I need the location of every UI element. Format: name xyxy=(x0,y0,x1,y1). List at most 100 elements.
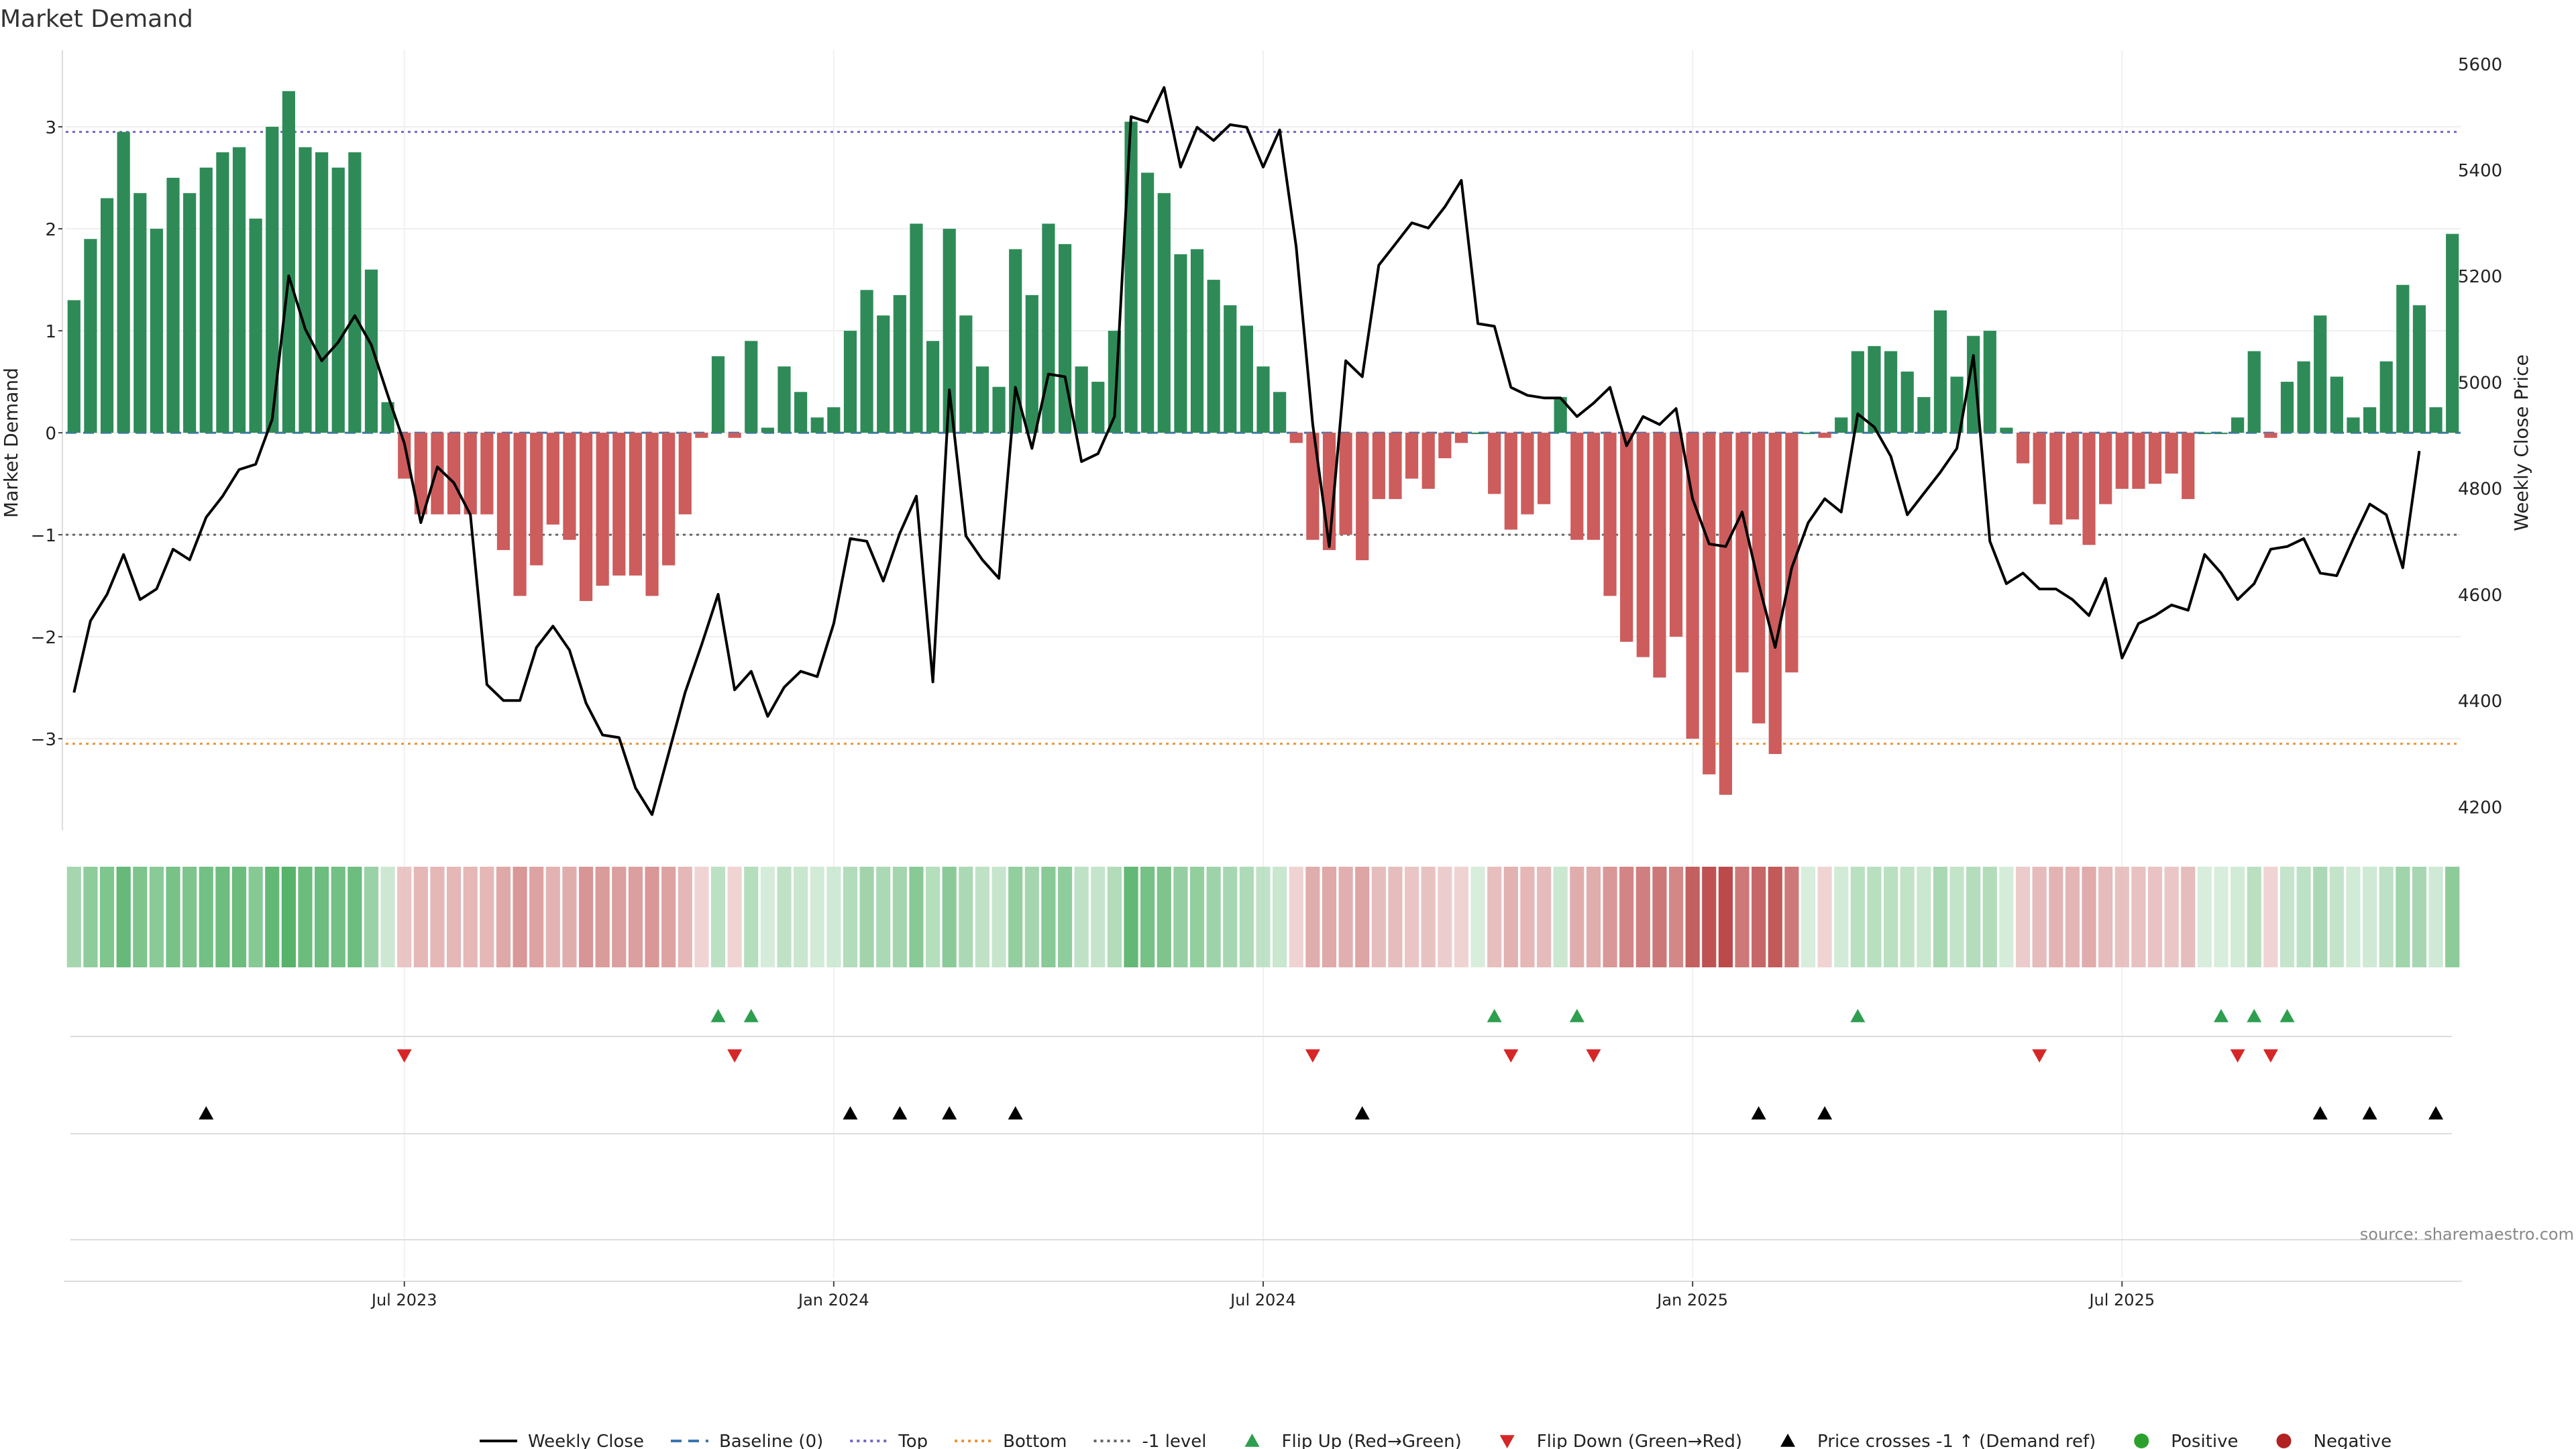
demand-bar xyxy=(2231,417,2245,433)
strip-cell xyxy=(2313,867,2328,967)
legend-swatch-triangle-up xyxy=(1244,1434,1260,1447)
demand-bar xyxy=(860,290,873,433)
demand-bar xyxy=(745,341,758,433)
strip-cell xyxy=(612,867,627,967)
demand-bar xyxy=(711,356,725,433)
demand-bar xyxy=(1636,433,1650,657)
chart-title: Market Demand xyxy=(0,5,193,33)
demand-bar xyxy=(1042,223,1055,433)
strip-cell xyxy=(248,867,263,967)
x-tick-label: Jan 2024 xyxy=(797,1291,869,1309)
legend-label: Baseline (0) xyxy=(719,1432,823,1449)
demand-bar xyxy=(1933,310,1947,433)
strip-cell xyxy=(810,867,824,967)
demand-bar xyxy=(530,433,543,566)
demand-bar xyxy=(2148,433,2162,484)
demand-bar xyxy=(1785,433,1799,673)
demand-bar xyxy=(1900,371,1914,433)
demand-bar xyxy=(447,433,461,515)
demand-heat-strip xyxy=(66,867,2460,967)
demand-bar xyxy=(1967,335,1980,433)
strip-cell xyxy=(529,867,544,967)
legend-label: Negative xyxy=(2314,1432,2392,1449)
legend-swatch-triangle-up xyxy=(1780,1434,1796,1447)
strip-cell xyxy=(1850,867,1865,967)
demand-bar xyxy=(1091,382,1105,433)
strip-cell xyxy=(710,867,726,967)
demand-bar xyxy=(1884,351,1898,433)
strip-cell xyxy=(826,867,841,967)
demand-bar xyxy=(2330,376,2343,433)
legend-label: Flip Down (Green→Red) xyxy=(1537,1432,1742,1449)
legend-label: Positive xyxy=(2171,1432,2238,1449)
legend: Weekly Close Baseline (0) Top Bottom -1 leve… xyxy=(480,1432,2392,1449)
strip-cell xyxy=(1454,867,1469,967)
strip-cell xyxy=(2428,867,2443,967)
demand-bars xyxy=(67,91,2459,795)
demand-bar xyxy=(1521,433,1534,515)
strip-cell xyxy=(513,867,527,967)
strip-cell xyxy=(892,867,907,967)
strip-cell xyxy=(1404,867,1419,967)
strip-cell xyxy=(298,867,313,967)
strip-cell xyxy=(1503,867,1518,967)
price-cross-marker xyxy=(892,1106,908,1120)
strip-cell xyxy=(1388,867,1403,967)
demand-bar xyxy=(266,127,279,433)
strip-cell xyxy=(2049,867,2063,967)
demand-bar xyxy=(810,417,824,433)
source-note: source: sharemaestro.com xyxy=(2360,1225,2574,1244)
demand-bar xyxy=(1224,305,1237,433)
demand-bar xyxy=(1868,345,1881,433)
strip-cell xyxy=(1074,867,1089,967)
demand-bar xyxy=(910,223,923,433)
x-tick-label: Jul 2025 xyxy=(2088,1291,2155,1309)
y2-tick-label: 4200 xyxy=(2458,798,2502,818)
strip-cell xyxy=(1553,867,1568,967)
flip-up-marker xyxy=(1569,1009,1585,1022)
demand-bar xyxy=(1174,254,1187,433)
y2-tick-label: 4400 xyxy=(2458,692,2502,712)
demand-bar xyxy=(232,147,246,433)
strip-cell xyxy=(281,867,296,967)
demand-bar xyxy=(1554,396,1567,433)
strip-cell xyxy=(2214,867,2229,967)
demand-bar xyxy=(579,433,593,601)
demand-bar xyxy=(1504,433,1517,530)
strip-cell xyxy=(413,867,428,967)
demand-bar xyxy=(1735,433,1749,673)
demand-bar xyxy=(315,152,329,433)
strip-cell xyxy=(1635,867,1650,967)
demand-bar xyxy=(2314,315,2327,433)
strip-cell xyxy=(1817,867,1832,967)
demand-bar xyxy=(2347,417,2360,433)
demand-bar xyxy=(777,366,791,433)
demand-bar xyxy=(1190,249,1204,433)
strip-cell xyxy=(909,867,924,967)
demand-bar xyxy=(728,433,741,438)
price-cross-marker xyxy=(942,1106,957,1120)
y-tick-label: 0 xyxy=(45,424,56,444)
legend-label: Weekly Close xyxy=(528,1432,644,1449)
demand-bar xyxy=(331,167,345,433)
strip-cell xyxy=(1801,867,1816,967)
demand-bar xyxy=(431,433,444,515)
demand-bar xyxy=(1141,172,1155,433)
strip-cell xyxy=(2247,867,2261,967)
demand-bar xyxy=(563,433,576,540)
demand-bar xyxy=(1421,433,1435,489)
demand-bar xyxy=(1917,396,1931,433)
demand-bar xyxy=(1620,433,1633,642)
demand-bar xyxy=(2033,433,2046,504)
strip-cell xyxy=(1735,867,1750,967)
strip-cell xyxy=(182,867,197,967)
strip-cell xyxy=(1322,867,1337,967)
strip-cell xyxy=(265,867,280,967)
demand-bar xyxy=(1835,417,1848,433)
flip-down-marker xyxy=(1305,1049,1320,1063)
strip-cell xyxy=(794,867,808,967)
demand-bar xyxy=(1356,433,1369,561)
strip-cell xyxy=(1091,867,1106,967)
demand-bar xyxy=(1240,325,1253,433)
